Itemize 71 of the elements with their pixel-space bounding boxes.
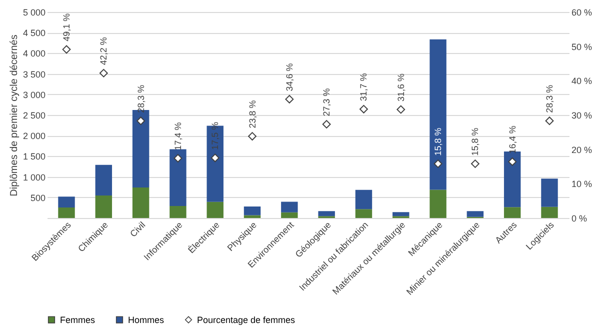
data-label: 34,6 % — [284, 63, 294, 92]
data-label: 49,1 % — [62, 13, 72, 42]
bar — [95, 196, 112, 218]
data-label: 17,4 % — [172, 122, 183, 150]
data-label: 42,2 % — [98, 37, 109, 66]
data-label: 28,3 % — [136, 84, 146, 113]
y2-tick-label: 20 % — [572, 144, 592, 155]
y2-tick-label: 50 % — [572, 42, 592, 52]
point — [174, 154, 182, 162]
point — [210, 154, 220, 162]
bar — [355, 190, 372, 210]
y-tick-label: 3 500 — [22, 69, 46, 80]
data-label: 17,5 % — [210, 122, 220, 150]
bar — [244, 206, 261, 216]
y2-tick-label: 30 % — [572, 110, 592, 120]
point — [360, 104, 368, 114]
bar — [170, 206, 186, 218]
data-label: 23,8 % — [247, 100, 258, 128]
data-label: 28,3 % — [544, 84, 554, 113]
bar — [430, 39, 446, 190]
point — [136, 116, 146, 126]
bar — [281, 212, 298, 218]
data-label: 31,7 % — [358, 73, 369, 102]
bar — [504, 207, 521, 218]
bar — [281, 202, 298, 212]
y-tick-label: 500 — [30, 192, 46, 203]
point — [434, 160, 442, 168]
data-label: 15,8 % — [470, 128, 480, 156]
point — [62, 45, 71, 54]
y2-tick-label: 10 % — [572, 179, 592, 190]
y-tick-label: 4 500 — [22, 28, 46, 38]
y-tick-label: 1 500 — [22, 152, 46, 162]
y-axis-title: Diplômes de premier cycle décernés — [8, 34, 20, 196]
bar — [58, 196, 75, 208]
bar — [355, 209, 372, 218]
y-tick-label: 5 000 — [22, 8, 46, 18]
bar — [466, 211, 484, 217]
bar — [541, 206, 558, 218]
data-label: 31,6 % — [396, 73, 406, 102]
y-tick-label: 1 000 — [22, 172, 46, 182]
point — [508, 157, 517, 166]
point — [99, 68, 108, 78]
y2-tick-label: 60 % — [572, 8, 592, 18]
bar — [318, 211, 335, 216]
point — [248, 132, 256, 140]
y-tick-label: 2 500 — [22, 110, 46, 120]
bar — [206, 202, 224, 218]
bar — [95, 164, 112, 196]
y-tick-label: 4 000 — [22, 48, 46, 59]
legend-label: Hommes — [128, 314, 165, 325]
point — [470, 160, 480, 168]
legend-label: Femmes — [60, 314, 96, 325]
legend-label: Pourcentage de femmes — [197, 314, 296, 325]
bar — [132, 188, 150, 218]
data-label: 15,8 % — [433, 128, 444, 156]
y2-tick-label: 40 % — [572, 76, 592, 86]
point — [396, 105, 406, 114]
data-label: 27,3 % — [322, 88, 332, 116]
bar — [170, 149, 186, 206]
bar — [244, 215, 261, 218]
point — [322, 120, 331, 128]
bar — [58, 207, 75, 218]
data-label: 16,4 % — [507, 126, 518, 154]
y-tick-label: 2 000 — [22, 131, 46, 142]
y-tick-label: 3 000 — [22, 90, 46, 100]
point — [545, 116, 554, 126]
bar — [392, 212, 410, 216]
bar — [430, 190, 446, 218]
point — [285, 95, 294, 104]
y2-tick-label: 0 % — [572, 214, 588, 224]
bar — [541, 178, 558, 207]
